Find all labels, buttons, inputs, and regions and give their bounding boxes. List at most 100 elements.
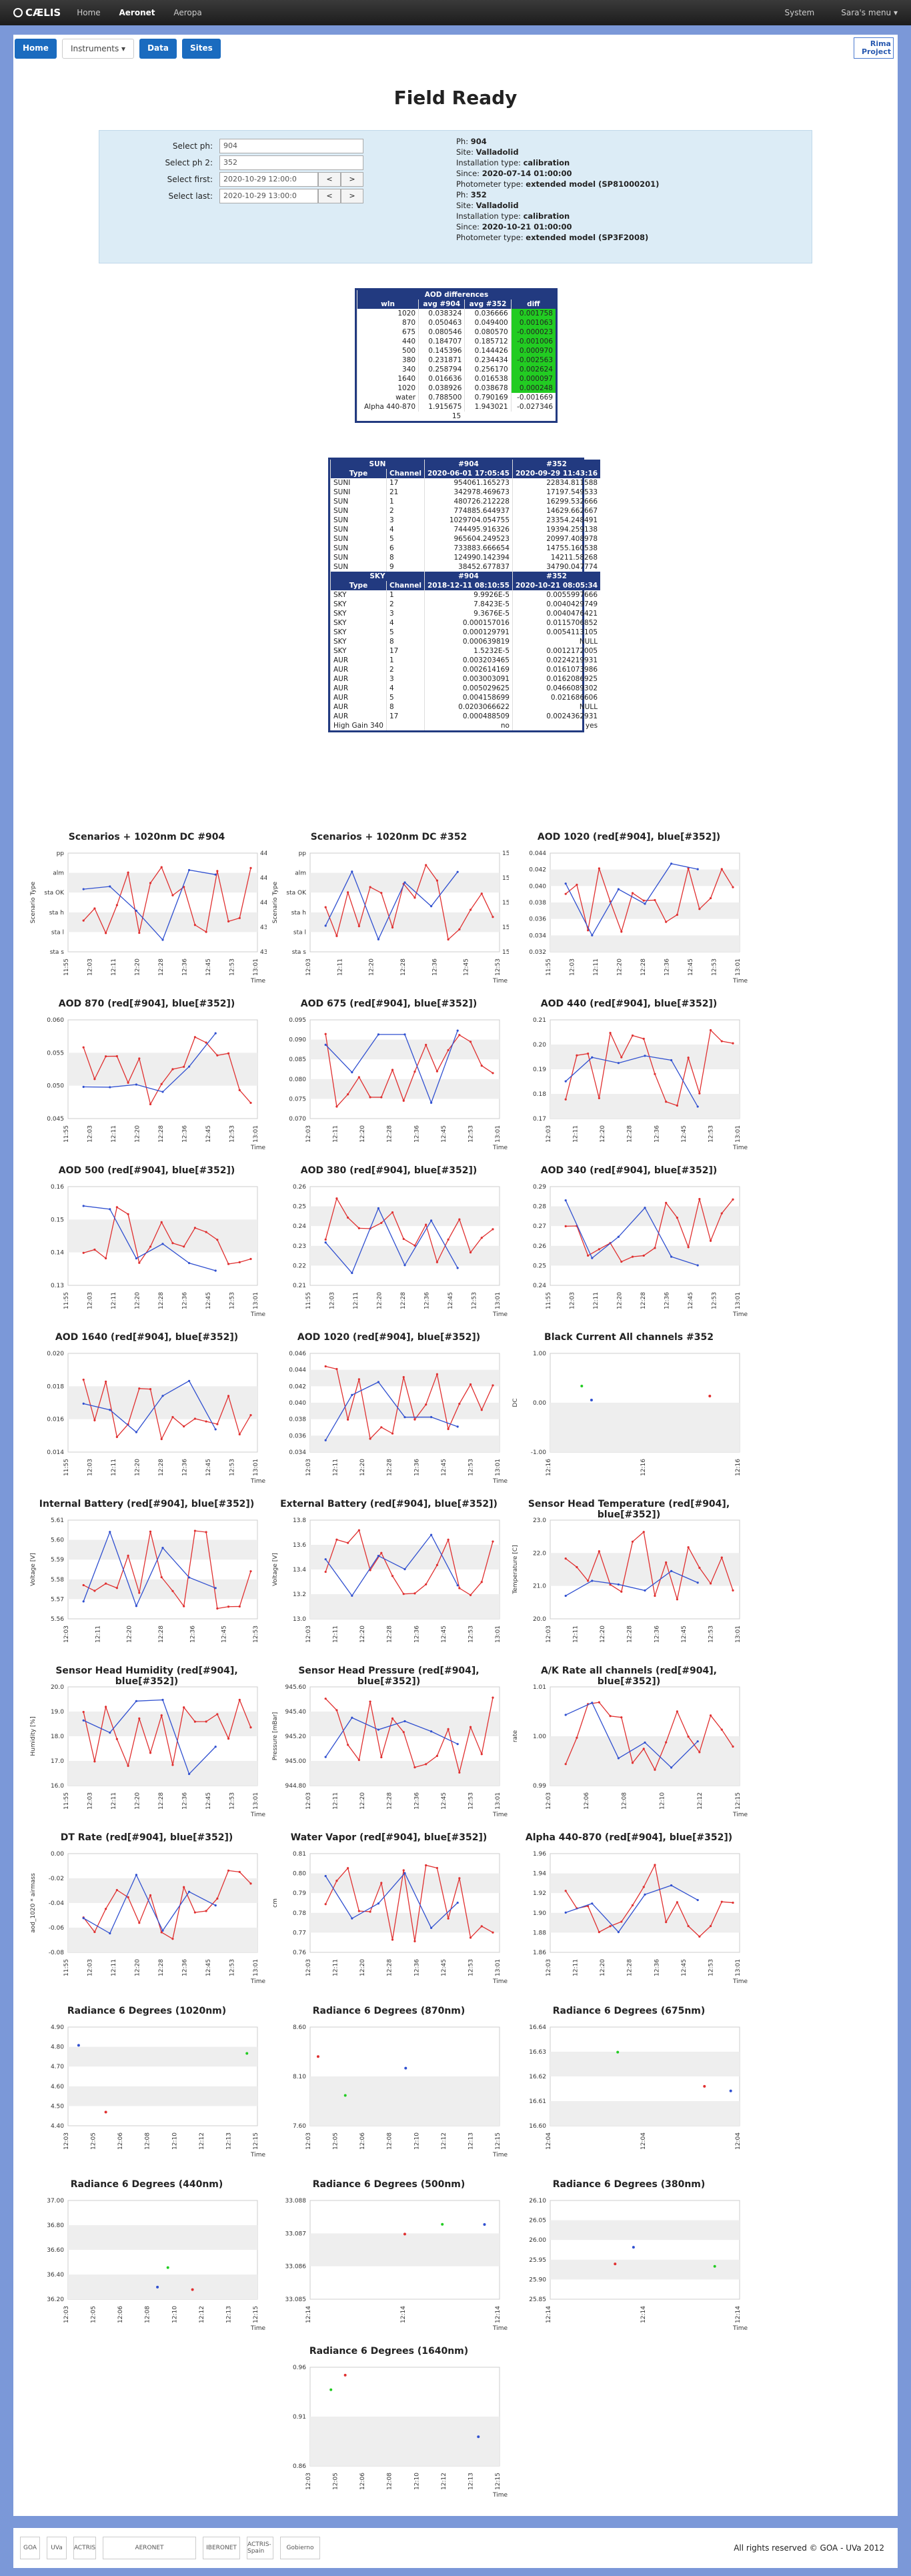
x-tick-label: 12:36	[413, 1626, 420, 1643]
y-tick-label: 20.0	[533, 1616, 546, 1623]
select-ph[interactable]: 904	[219, 139, 363, 153]
x-tick-label: 12:03	[305, 1626, 312, 1643]
user-menu[interactable]: Sara's menu ▾	[841, 8, 898, 17]
grid-band	[68, 2275, 257, 2299]
data-point	[205, 930, 207, 933]
data-point	[456, 1584, 459, 1587]
select-last-input[interactable]: 2020-10-29 13:00:0	[219, 189, 318, 203]
data-point	[564, 1763, 567, 1766]
data-point	[609, 1583, 612, 1586]
x-tick-label: 12:14	[735, 2306, 742, 2323]
x-tick-label: 12:20	[359, 1459, 366, 1476]
chart-panel: AOD 1020 (red[#904], blue[#352]) 0.046 0.0…	[269, 1332, 509, 1485]
data-point	[193, 1227, 196, 1229]
footer-logo[interactable]: Gobierno	[280, 2537, 320, 2559]
grid-band	[310, 1206, 500, 1227]
last-next-button[interactable]: >	[341, 189, 363, 203]
x-axis-label: Time	[732, 978, 748, 985]
chart-panel: Sensor Head Pressure (red[#904], blue[#3…	[269, 1666, 509, 1819]
aod-cell: -0.002563	[510, 356, 556, 365]
footer-logo[interactable]: UVa	[47, 2537, 67, 2559]
y-tick-label: sta h	[49, 910, 64, 916]
select-ph2[interactable]: 352	[219, 155, 363, 170]
y-tick-label: 0.21	[293, 1283, 306, 1289]
data-point	[458, 1587, 461, 1589]
last-prev-button[interactable]: <	[318, 189, 341, 203]
x-tick-label: 12:11	[353, 1292, 359, 1309]
first-next-button[interactable]: >	[341, 172, 363, 187]
tab-home[interactable]: Home	[15, 39, 57, 59]
x-tick-label: 12:03	[87, 1459, 94, 1476]
y-tick-label: 21.0	[533, 1583, 546, 1590]
data-point	[127, 1554, 129, 1557]
footer-logo[interactable]: ACTRIS	[73, 2537, 96, 2559]
sun-cell: 14755.160538	[512, 544, 601, 553]
rima-project-logo[interactable]: Rima Project	[854, 37, 894, 59]
tab-sites[interactable]: Sites	[181, 39, 221, 59]
y-tick-label: 945.40	[285, 1709, 307, 1716]
main-container: Home Instruments ▾ Data Sites Rima Proje…	[13, 35, 898, 2516]
x-tick-label: 12:06	[117, 2306, 124, 2323]
select-first-input[interactable]: 2020-10-29 12:00:0	[219, 172, 318, 187]
x-axis-label: Time	[250, 978, 265, 985]
x-tick-label: 13:01	[253, 1959, 259, 1976]
data-point	[425, 1223, 427, 1226]
y-tick-label: -1.00	[531, 1449, 547, 1456]
data-point	[193, 1720, 196, 1723]
first-prev-button[interactable]: <	[318, 172, 341, 187]
footer-logo[interactable]: ACTRIS-Spain	[247, 2537, 273, 2559]
tab-instruments[interactable]: Instruments ▾	[61, 39, 135, 59]
sun-cell: 19394.259138	[512, 525, 601, 534]
x-tick-label: 12:03	[87, 1125, 94, 1143]
nav-system[interactable]: System	[784, 8, 815, 17]
grid-band	[310, 1712, 500, 1736]
logo-circle-icon	[13, 8, 23, 17]
plot-area	[67, 2026, 258, 2126]
data-point	[492, 1228, 494, 1231]
x-tick-label: 12:20	[127, 1626, 133, 1643]
nav-aeronet[interactable]: Aeronet	[119, 8, 155, 17]
y-tick-label: 0.00	[533, 1400, 546, 1407]
footer-logo[interactable]: AERONET	[103, 2537, 196, 2559]
sky-cell: SKY	[330, 609, 387, 618]
footer-logo[interactable]: IBERONET	[203, 2537, 240, 2559]
tab-data[interactable]: Data	[139, 39, 177, 59]
nav-home[interactable]: Home	[77, 8, 101, 17]
data-point	[380, 1756, 383, 1759]
aod-row: 1640 0.016636 0.016538 0.000097	[356, 374, 556, 384]
footer-logo[interactable]: GOA	[20, 2537, 40, 2559]
sky-cell: AUR	[330, 665, 387, 674]
x-tick-label: 13:01	[253, 1792, 259, 1810]
series-line	[325, 1864, 494, 1942]
data-point	[82, 1711, 85, 1714]
sky-col-904: #904	[423, 572, 513, 581]
data-point	[188, 1262, 191, 1265]
data-point	[109, 885, 111, 888]
x-tick-label: 12:45	[447, 1292, 454, 1309]
chart-svg: 0.81 0.80 0.79 0.78 0.77 0.76 12:03 12:11 12:20 1…	[272, 1851, 508, 1985]
sun-row: SUN 8 124990.142394 14211.58268	[330, 553, 601, 562]
x-tick-label: 12:53	[708, 1125, 714, 1143]
y2-tick-label: 442000	[260, 875, 267, 882]
data-point	[227, 1395, 230, 1397]
sky-cell: SKY	[330, 618, 387, 628]
y-tick-label: 4.70	[51, 2064, 64, 2070]
aod-cell: 0.080570	[464, 328, 512, 337]
chart-title: Sensor Head Humidity (red[#904], blue[#3…	[55, 1666, 238, 1687]
sky-cell: 3	[386, 674, 425, 684]
select-ph2-label: Select ph 2:	[165, 158, 213, 167]
data-point	[456, 1743, 459, 1746]
x-tick-label: 12:20	[600, 1626, 606, 1643]
data-point	[642, 1254, 645, 1257]
series-line	[325, 1533, 458, 1597]
data-point	[404, 2066, 407, 2070]
aod-row: water 0.788500 0.790169 -0.001669	[356, 393, 556, 402]
data-point	[183, 1886, 185, 1888]
sky-row: AUR 5 0.004158699 0.021686606	[330, 693, 601, 702]
x-tick-label: 12:15	[735, 1792, 742, 1810]
data-point	[127, 1213, 129, 1215]
grid-band	[550, 2101, 740, 2126]
caelis-logo[interactable]: CÆLIS	[13, 7, 61, 19]
nav-aeropa[interactable]: Aeropa	[173, 8, 202, 17]
data-point	[720, 1728, 723, 1731]
